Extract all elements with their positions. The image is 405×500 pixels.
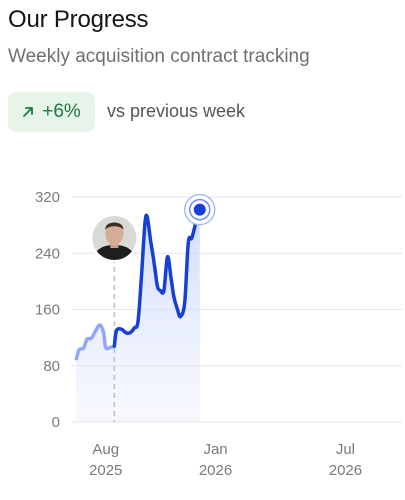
page-subtitle: Weekly acquisition contract tracking <box>8 46 310 67</box>
current-point-marker[interactable] <box>184 193 216 226</box>
trend-badge: +6% <box>8 92 95 132</box>
avatar-image <box>90 214 139 262</box>
series-line-highlight <box>112 207 202 348</box>
y-tick-label: 240 <box>35 245 60 262</box>
y-tick-label: 320 <box>35 189 60 206</box>
y-tick-label: 0 <box>52 414 60 431</box>
x-tick-label: 2026 <box>199 462 232 479</box>
avatar[interactable] <box>90 214 139 262</box>
trend-value: +6% <box>42 101 81 122</box>
x-tick-label: Jul <box>336 441 355 458</box>
x-tick-label: 2025 <box>89 462 122 479</box>
x-tick-label: Aug <box>92 441 119 458</box>
progress-line-chart: 0 80 160 240 320 Aug 2025 Jan 2026 Jul 2026 <box>35 189 402 479</box>
y-tick-label: 160 <box>35 302 60 319</box>
y-tick-label: 80 <box>43 358 60 375</box>
x-tick-label: 2026 <box>329 462 362 479</box>
arrow-up-right-icon <box>22 106 34 118</box>
series-line-past <box>74 323 117 361</box>
comparison-text: vs previous week <box>107 101 246 121</box>
avatar-hair <box>105 222 124 230</box>
x-tick-label: Jan <box>203 441 227 458</box>
point-dot <box>193 203 206 216</box>
page-title: Our Progress <box>8 6 149 33</box>
avatar-face <box>105 223 124 245</box>
